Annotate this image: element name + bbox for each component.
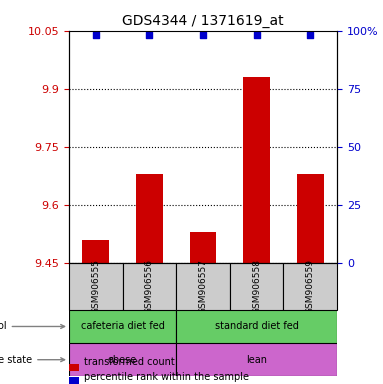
Text: GSM906556: GSM906556: [145, 259, 154, 314]
Bar: [297, 174, 324, 263]
Point: [146, 32, 152, 38]
FancyBboxPatch shape: [69, 310, 176, 343]
Point: [93, 32, 99, 38]
Point: [307, 32, 313, 38]
Text: standard diet fed: standard diet fed: [215, 321, 298, 331]
FancyBboxPatch shape: [123, 263, 176, 310]
FancyBboxPatch shape: [283, 263, 337, 310]
Text: GSM906558: GSM906558: [252, 259, 261, 314]
Point: [200, 32, 206, 38]
FancyBboxPatch shape: [69, 263, 123, 310]
Text: percentile rank within the sample: percentile rank within the sample: [84, 372, 249, 382]
Text: protocol: protocol: [0, 321, 65, 331]
Bar: [82, 240, 109, 263]
Point: [254, 32, 260, 38]
Text: cafeteria diet fed: cafeteria diet fed: [81, 321, 164, 331]
Text: transformed count: transformed count: [84, 357, 175, 367]
Title: GDS4344 / 1371619_at: GDS4344 / 1371619_at: [122, 14, 284, 28]
Text: GSM906559: GSM906559: [306, 259, 315, 314]
Text: GSM906557: GSM906557: [198, 259, 208, 314]
FancyBboxPatch shape: [69, 343, 176, 376]
FancyBboxPatch shape: [176, 310, 337, 343]
FancyBboxPatch shape: [176, 263, 230, 310]
Text: GSM906555: GSM906555: [91, 259, 100, 314]
Text: disease state: disease state: [0, 355, 65, 365]
Bar: [190, 232, 216, 263]
Text: obese: obese: [108, 355, 137, 365]
Text: lean: lean: [246, 355, 267, 365]
FancyBboxPatch shape: [230, 263, 283, 310]
Bar: [136, 174, 163, 263]
FancyBboxPatch shape: [176, 343, 337, 376]
Bar: [243, 77, 270, 263]
